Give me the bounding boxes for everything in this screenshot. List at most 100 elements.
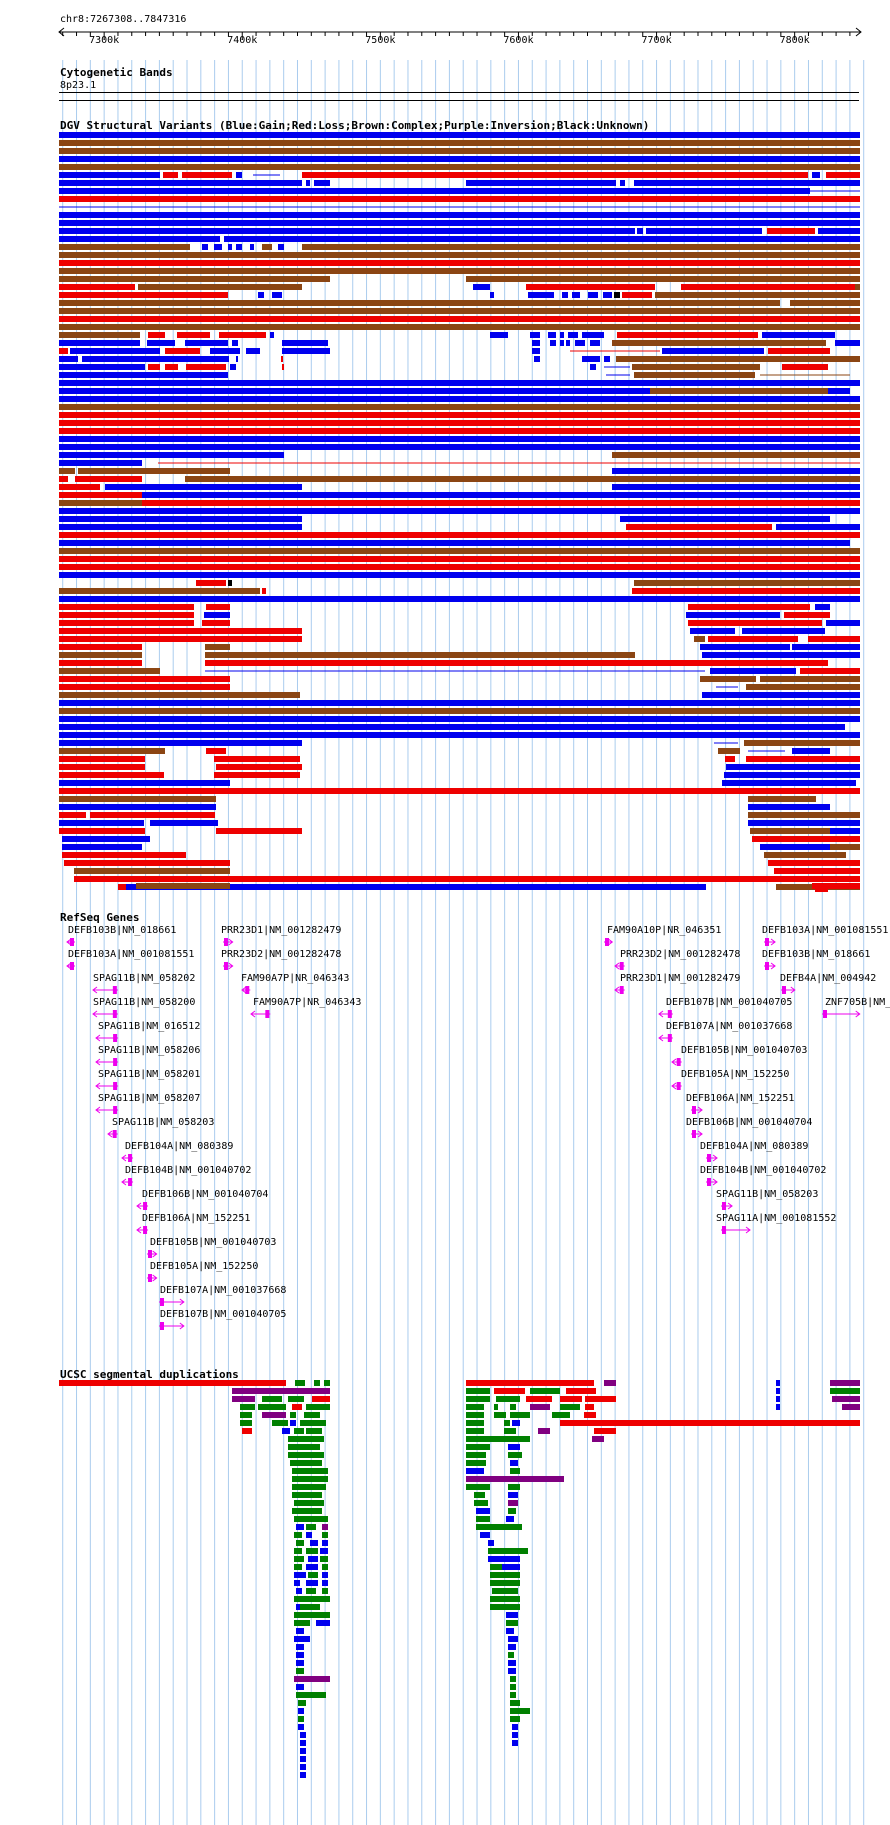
variant-bar[interactable] [59, 260, 860, 266]
variant-bar[interactable] [59, 180, 302, 186]
cytoband-ideogram[interactable] [59, 92, 859, 101]
segdup-bar[interactable] [504, 1420, 510, 1426]
variant-bar[interactable] [560, 332, 564, 338]
segdup-bar[interactable] [294, 1548, 302, 1554]
variant-bar[interactable] [186, 364, 226, 370]
variant-bar[interactable] [282, 364, 284, 370]
variant-bar[interactable] [59, 276, 330, 282]
variant-bar[interactable] [59, 484, 100, 490]
variant-bar[interactable] [59, 284, 135, 290]
segdup-bar[interactable] [466, 1460, 486, 1466]
variant-bar[interactable] [206, 748, 226, 754]
variant-bar[interactable] [59, 548, 860, 554]
variant-bar[interactable] [82, 356, 229, 362]
gene-label[interactable]: DEFB105B|NM_001040703 [681, 1045, 808, 1056]
segdup-bar[interactable] [322, 1588, 328, 1594]
variant-bar[interactable] [59, 828, 145, 834]
segdup-bar[interactable] [494, 1388, 525, 1394]
segdup-bar[interactable] [506, 1516, 514, 1522]
segdup-bar[interactable] [584, 1412, 596, 1418]
variant-bar[interactable] [59, 668, 160, 674]
gene-model[interactable] [94, 1057, 122, 1067]
variant-bar[interactable] [620, 180, 625, 186]
gene-model[interactable] [145, 1249, 161, 1259]
segdup-bar[interactable] [240, 1404, 255, 1410]
variant-bar[interactable] [688, 604, 810, 610]
variant-bar[interactable] [590, 340, 600, 346]
variant-bar[interactable] [774, 868, 860, 874]
segdup-bar[interactable] [292, 1484, 326, 1490]
variant-bar[interactable] [582, 356, 600, 362]
variant-bar[interactable] [626, 524, 772, 530]
segdup-bar[interactable] [476, 1508, 490, 1514]
segdup-bar[interactable] [322, 1540, 328, 1546]
variant-bar[interactable] [776, 876, 860, 882]
variant-bar[interactable] [526, 284, 655, 290]
variant-bar[interactable] [205, 644, 230, 650]
segdup-bar[interactable] [490, 1572, 520, 1578]
variant-bar[interactable] [830, 828, 860, 834]
variant-bar[interactable] [196, 580, 226, 586]
segdup-bar[interactable] [288, 1452, 324, 1458]
segdup-bar[interactable] [294, 1596, 330, 1602]
segdup-bar[interactable] [320, 1556, 328, 1562]
segdup-bar[interactable] [294, 1572, 306, 1578]
variant-bar[interactable] [603, 292, 612, 298]
segdup-bar[interactable] [314, 1380, 320, 1386]
variant-bar[interactable] [59, 796, 216, 802]
gene-model[interactable] [602, 937, 616, 947]
variant-bar[interactable] [473, 284, 490, 290]
variant-bar[interactable] [784, 612, 830, 618]
segdup-bar[interactable] [490, 1564, 502, 1570]
segdup-bar[interactable] [288, 1444, 320, 1450]
variant-bar[interactable] [550, 340, 556, 346]
gene-model[interactable] [762, 937, 779, 947]
variant-bar[interactable] [270, 332, 274, 338]
segdup-bar[interactable] [296, 1628, 304, 1634]
variant-bar[interactable] [59, 348, 68, 354]
variant-bar[interactable] [746, 756, 860, 762]
variant-bar[interactable] [744, 740, 860, 746]
variant-bar[interactable] [59, 756, 145, 762]
segdup-bar[interactable] [294, 1564, 302, 1570]
variant-bar[interactable] [748, 820, 860, 826]
segdup-bar[interactable] [310, 1540, 318, 1546]
gene-label[interactable]: SPAG11B|NM_058207 [98, 1093, 201, 1104]
segdup-bar[interactable] [488, 1556, 520, 1562]
segdup-bar[interactable] [300, 1420, 326, 1426]
segdup-bar[interactable] [508, 1500, 518, 1506]
variant-bar[interactable] [126, 884, 706, 890]
variant-bar[interactable] [59, 380, 860, 386]
segdup-bar[interactable] [474, 1492, 485, 1498]
variant-bar[interactable] [165, 364, 178, 370]
variant-bar[interactable] [588, 292, 598, 298]
variant-bar[interactable] [206, 604, 230, 610]
gene-label[interactable]: SPAG11B|NM_058203 [716, 1189, 819, 1200]
segdup-bar[interactable] [504, 1428, 516, 1434]
refseq-genes-track[interactable]: DEFB103B|NM_018661 DEFB103A|NM_001081551 S… [0, 925, 890, 1345]
variant-bar[interactable] [616, 356, 860, 362]
variant-bar[interactable] [59, 636, 302, 642]
segdup-bar[interactable] [494, 1404, 498, 1410]
variant-bar[interactable] [700, 644, 790, 650]
segdup-bar[interactable] [294, 1500, 324, 1506]
variant-bar[interactable] [214, 772, 300, 778]
variant-bar[interactable] [655, 292, 860, 298]
variant-bar[interactable] [690, 628, 735, 634]
variant-bar[interactable] [219, 332, 266, 338]
segdup-bar[interactable] [272, 1420, 288, 1426]
variant-bar[interactable] [830, 844, 860, 850]
variant-bar[interactable] [202, 620, 230, 626]
segdup-bar[interactable] [490, 1524, 522, 1530]
variant-bar[interactable] [59, 564, 860, 570]
variant-bar[interactable] [622, 292, 652, 298]
variant-bar[interactable] [282, 348, 330, 354]
variant-bar[interactable] [681, 284, 855, 290]
gene-label[interactable]: SPAG11A|NM_001081552 [716, 1213, 837, 1224]
variant-bar[interactable] [214, 244, 222, 250]
variant-bar[interactable] [214, 756, 300, 762]
variant-bar[interactable] [232, 340, 238, 346]
variant-bar[interactable] [228, 580, 232, 586]
segdup-bar[interactable] [510, 1716, 520, 1722]
segdup-bar[interactable] [290, 1412, 296, 1418]
